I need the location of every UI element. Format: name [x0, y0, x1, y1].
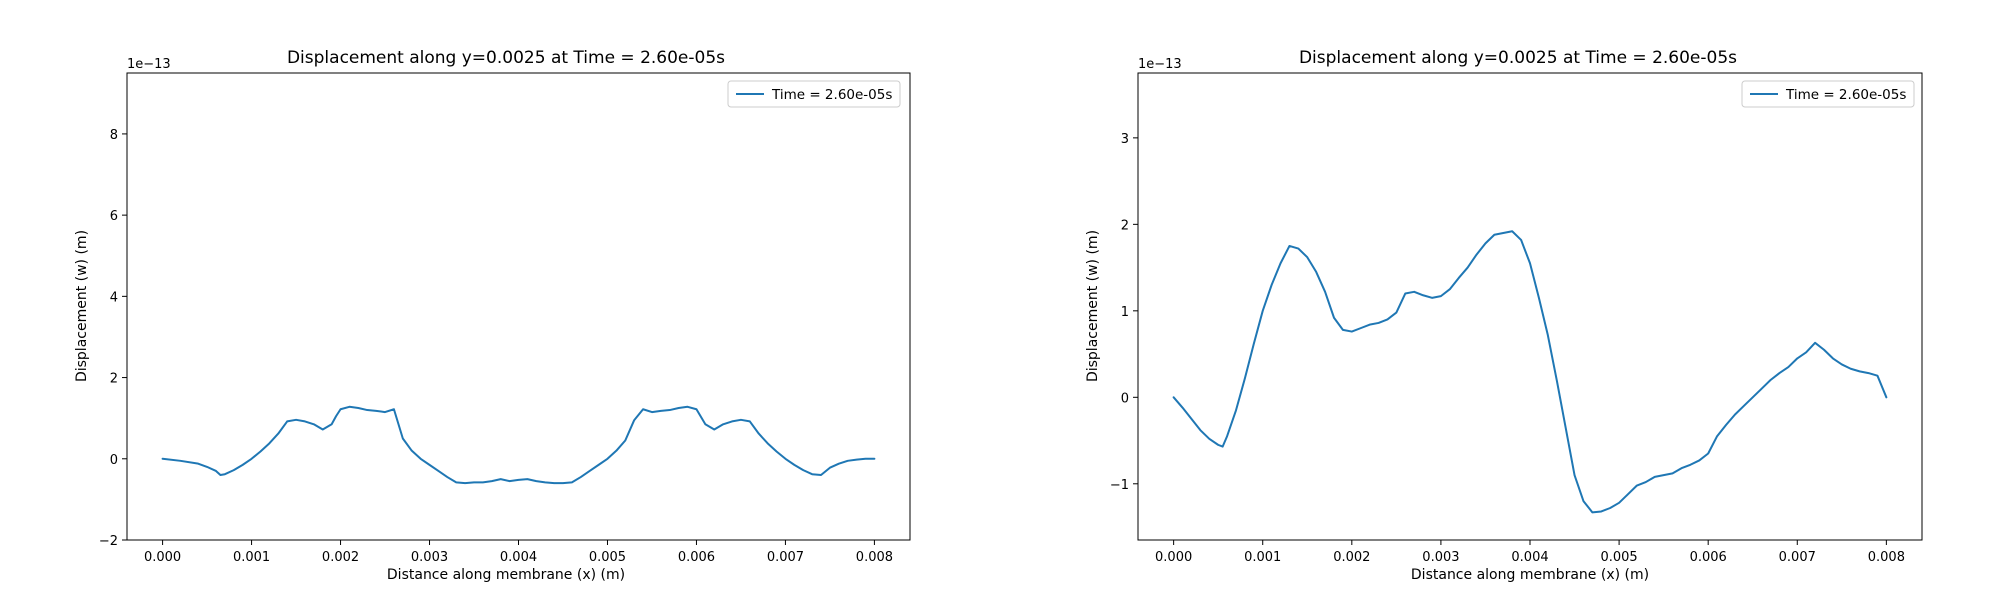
y-tick-label: 4 — [110, 290, 118, 305]
x-tick-label: 0.005 — [589, 550, 626, 565]
legend: Time = 2.60e-05s — [1741, 80, 1915, 108]
plot-area: 0.000 0.001 0.002 0.003 0.004 0.005 0.006 0.007… — [99, 72, 911, 565]
x-tick-label: 0.007 — [767, 550, 804, 565]
legend-box — [1741, 80, 1915, 108]
x-tick-label: 0.006 — [678, 550, 715, 565]
x-tick-label: 0.003 — [1422, 550, 1459, 565]
series-line-0 — [1172, 230, 1888, 514]
x-tick-label: 0.008 — [1868, 550, 1905, 565]
x-tick-label: 0.000 — [1155, 550, 1192, 565]
y-axis-label: Displacement (w) (m) — [1085, 230, 1101, 382]
y-offset-text: 1e−13 — [127, 57, 171, 72]
x-tick-label: 0.001 — [233, 550, 270, 565]
legend-label: Time = 2.60e-05s — [1785, 87, 1906, 103]
y-tick-label: 0 — [1121, 391, 1129, 406]
x-tick-label: 0.002 — [1333, 550, 1370, 565]
y-tick-label: 2 — [1121, 218, 1129, 233]
y-offset-text: 1e−13 — [1138, 57, 1182, 72]
x-axis-label: Distance along membrane (x) (m) — [1411, 567, 1649, 583]
x-tick-label: 0.008 — [856, 550, 893, 565]
plot-area: 0.000 0.001 0.002 0.003 0.004 0.005 0.006 0.007… — [1110, 72, 1923, 565]
x-tick-label: 0.001 — [1244, 550, 1281, 565]
x-tick-label: 0.002 — [322, 550, 359, 565]
chart-title: Displacement along y=0.0025 at Time = 2.… — [1299, 48, 1737, 68]
chart-title: Displacement along y=0.0025 at Time = 2.… — [287, 48, 725, 68]
y-tick-label: 8 — [110, 128, 118, 143]
x-tick-label: 0.004 — [1511, 550, 1548, 565]
x-tick-label: 0.004 — [500, 550, 537, 565]
legend: Time = 2.60e-05s — [727, 80, 901, 108]
y-axis-label: Displacement (w) (m) — [74, 230, 90, 382]
y-tick-label: −2 — [99, 534, 118, 549]
subplot-left: Displacement along y=0.0025 at Time = 2.… — [74, 48, 911, 583]
y-tick-label: −1 — [1110, 478, 1129, 493]
series-line-0 — [161, 405, 876, 485]
subplot-right: Displacement along y=0.0025 at Time = 2.… — [1085, 48, 1923, 583]
x-tick-label: 0.007 — [1779, 550, 1816, 565]
x-tick-label: 0.005 — [1600, 550, 1637, 565]
x-tick-label: 0.000 — [144, 550, 181, 565]
legend-box — [727, 80, 901, 108]
y-tick-label: 2 — [110, 372, 118, 387]
x-tick-label: 0.006 — [1690, 550, 1727, 565]
x-tick-label: 0.003 — [411, 550, 448, 565]
y-tick-label: 1 — [1121, 305, 1129, 320]
legend-label: Time = 2.60e-05s — [771, 87, 892, 103]
y-tick-label: 6 — [110, 209, 118, 224]
x-axis-label: Distance along membrane (x) (m) — [387, 567, 625, 583]
y-tick-label: 3 — [1121, 132, 1129, 147]
y-tick-label: 0 — [110, 453, 118, 468]
